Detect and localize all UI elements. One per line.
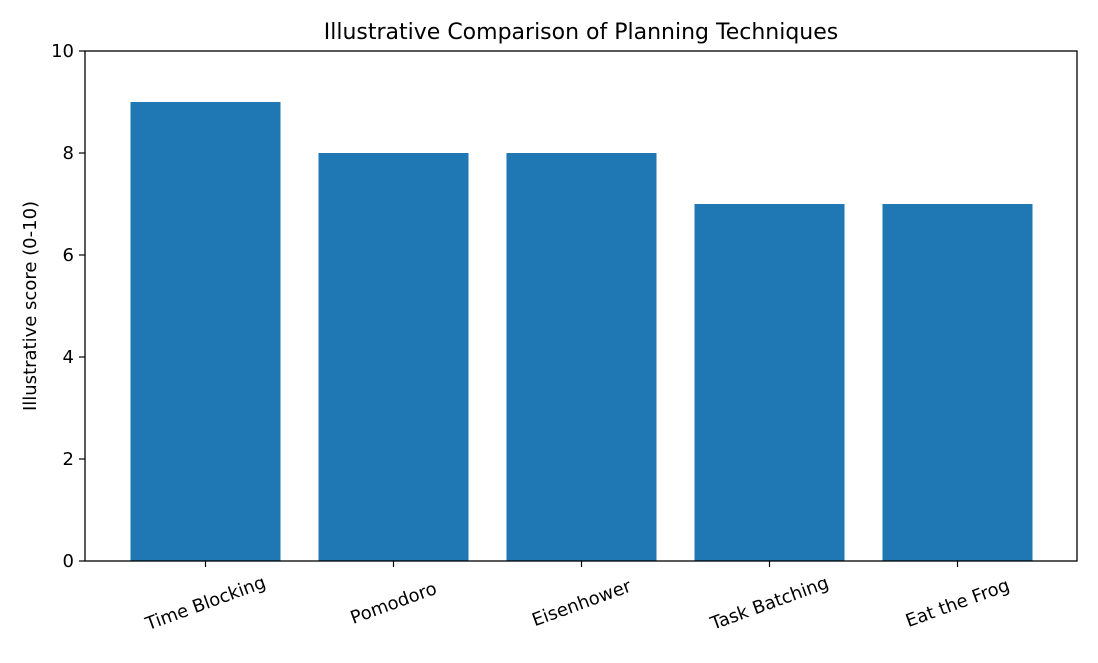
bar [130, 102, 281, 561]
bar [694, 204, 845, 561]
y-tick-label: 10 [51, 41, 74, 62]
y-axis-label: Illustrative score (0-10) [20, 201, 41, 411]
chart-title: Illustrative Comparison of Planning Tech… [324, 20, 838, 45]
bar [882, 204, 1033, 561]
plot-area-frame [84, 50, 1078, 562]
bars-group [130, 102, 1033, 561]
y-tick-label: 6 [63, 245, 74, 266]
bar [506, 153, 657, 561]
y-tick-label: 8 [63, 143, 74, 164]
y-axis-ticks: 0 2 4 6 8 10 [51, 41, 85, 572]
bar [318, 153, 469, 561]
y-tick-label: 4 [63, 347, 74, 368]
y-tick-label: 2 [63, 449, 74, 470]
y-tick-label: 0 [63, 551, 74, 572]
